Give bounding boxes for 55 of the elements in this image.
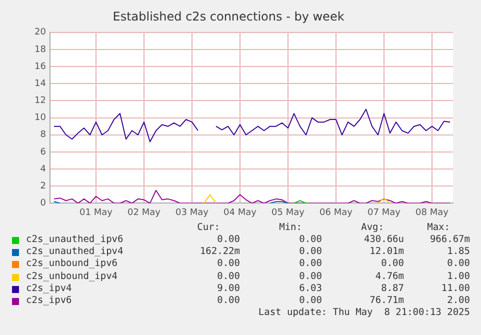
y-tick-label: 4 — [40, 164, 46, 174]
legend-label: c2s_ipv4 — [26, 282, 72, 294]
text: 430.66u — [364, 234, 404, 245]
y-tick-label: 0 — [40, 198, 46, 209]
chart-title: Established c2s connections - by week — [112, 9, 344, 24]
text: 9.00 — [217, 282, 240, 294]
text: 0.00 — [299, 258, 322, 270]
x-tick-label: 05 May — [272, 208, 306, 218]
y-tick-label: 6 — [40, 147, 46, 158]
x-tick-label: 04 May — [224, 208, 258, 218]
text: 0.00 — [381, 258, 404, 270]
x-tick-label: 07 May — [368, 208, 402, 218]
text: 966.67m — [430, 234, 470, 245]
text: 6.03 — [299, 282, 322, 294]
text: 0.00 — [447, 258, 470, 270]
y-tick-label: 20 — [34, 28, 46, 38]
text: 12.01m — [370, 246, 404, 258]
text: 0.00 — [217, 234, 240, 245]
text: 0.00 — [217, 295, 240, 306]
y-tick-label: 14 — [34, 78, 46, 89]
y-tick-label: 8 — [40, 130, 46, 140]
x-tick-label: 08 May — [416, 208, 450, 218]
text: Min: — [279, 222, 302, 233]
text: 0.00 — [217, 270, 240, 282]
x-tick-label: 03 May — [176, 208, 210, 218]
text: 1.85 — [447, 246, 470, 258]
text: 8.87 — [381, 282, 404, 294]
x-tick-label: 01 May — [80, 208, 114, 218]
text: 162.22m — [200, 246, 240, 258]
text: Avg: — [361, 222, 384, 233]
y-tick-label: 16 — [34, 62, 46, 72]
legend-label: c2s_ipv6 — [26, 295, 72, 306]
text: 1.00 — [447, 270, 470, 282]
text: 2.00 — [447, 295, 470, 306]
legend-label: c2s_unauthed_ipv6 — [26, 234, 124, 245]
text: Last update: Thu May 8 21:00:13 2025 — [258, 307, 470, 318]
text: 0.00 — [299, 295, 322, 306]
text: Cur: — [197, 222, 220, 233]
y-tick-label: 12 — [34, 96, 46, 106]
text: 11.00 — [441, 282, 470, 294]
text: 0.00 — [299, 234, 322, 245]
y-tick-label: 10 — [34, 113, 46, 124]
y-tick-label: 2 — [40, 181, 46, 192]
text: 0.00 — [299, 270, 322, 282]
text: 0.00 — [217, 258, 240, 270]
text: 4.76m — [375, 270, 404, 282]
legend-label: c2s_unauthed_ipv4 — [26, 246, 124, 258]
text: 0.00 — [299, 246, 322, 258]
x-tick-label: 06 May — [320, 208, 354, 218]
text: 76.71m — [370, 295, 404, 306]
x-tick-label: 02 May — [128, 208, 162, 218]
legend-label: c2s_unbound_ipv6 — [26, 258, 118, 270]
legend-label: c2s_unbound_ipv4 — [26, 270, 118, 282]
y-tick-label: 18 — [34, 44, 46, 55]
text: Max: — [427, 222, 450, 233]
